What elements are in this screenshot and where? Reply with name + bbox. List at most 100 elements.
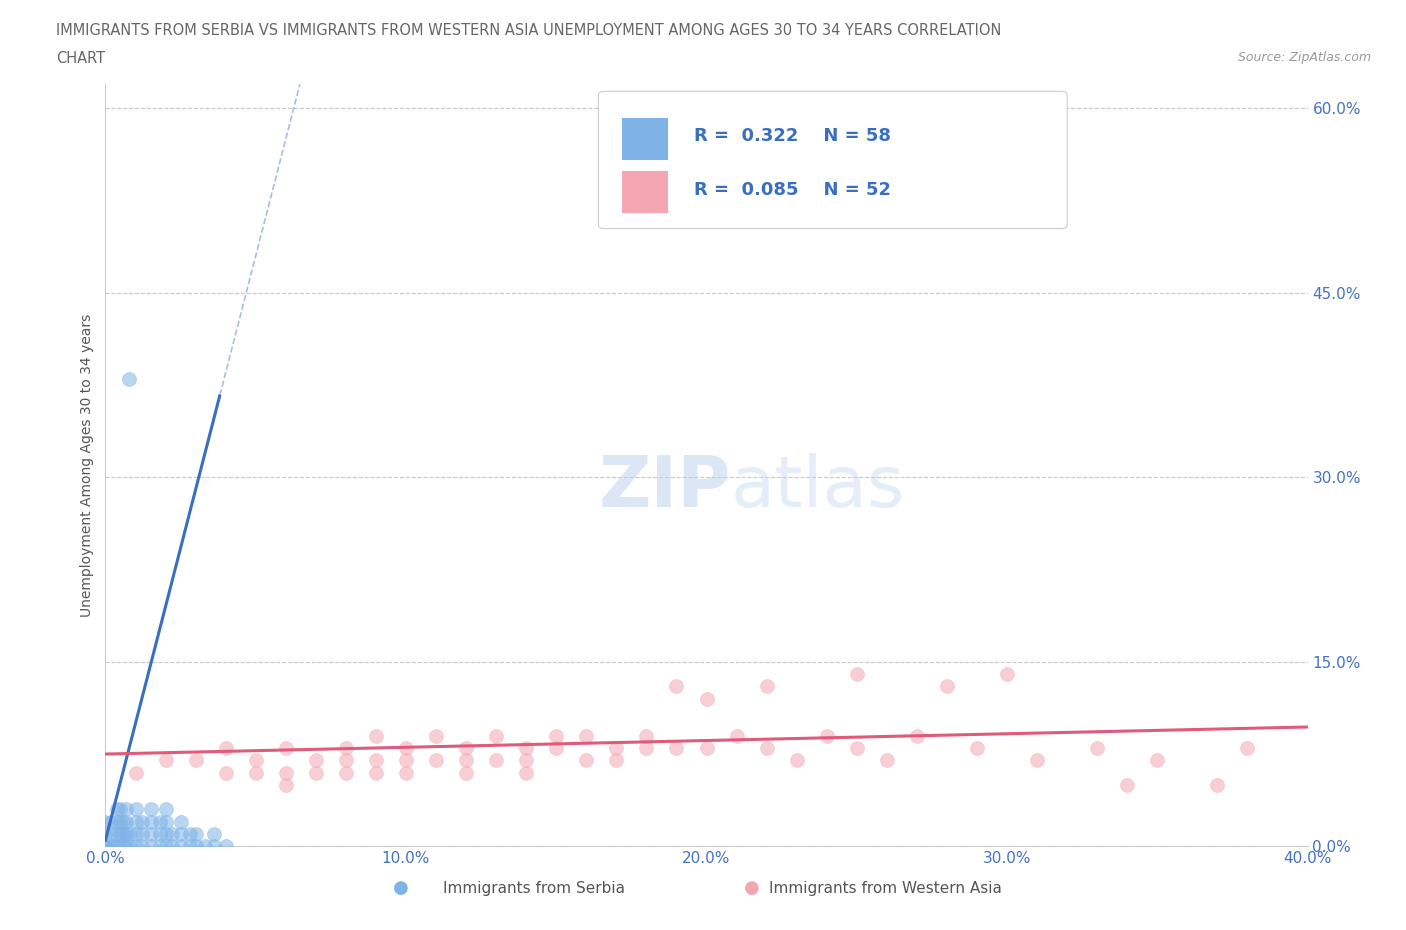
Point: [364, 728, 387, 743]
Point: [966, 740, 988, 755]
Point: [1085, 740, 1108, 755]
Point: [124, 815, 146, 830]
Point: [214, 740, 236, 755]
Point: [1116, 777, 1139, 792]
Point: [696, 691, 718, 706]
Point: [169, 839, 191, 854]
Point: [214, 839, 236, 854]
Point: [515, 740, 537, 755]
Text: Immigrants from Serbia: Immigrants from Serbia: [443, 881, 626, 896]
Point: [94, 839, 117, 854]
Point: [124, 839, 146, 854]
Point: [139, 839, 162, 854]
Point: [112, 839, 135, 854]
Point: [184, 827, 207, 842]
Point: [94, 827, 117, 842]
Point: [665, 740, 688, 755]
Point: [454, 752, 477, 767]
Point: [110, 815, 132, 830]
Point: [118, 827, 141, 842]
Point: [546, 740, 568, 755]
Text: Source: ZipAtlas.com: Source: ZipAtlas.com: [1237, 51, 1371, 64]
Point: [575, 728, 598, 743]
Point: [118, 839, 141, 854]
Point: [636, 740, 658, 755]
Point: [845, 667, 868, 682]
Point: [179, 827, 201, 842]
Point: [107, 802, 129, 817]
Point: [364, 752, 387, 767]
Point: [636, 728, 658, 743]
Point: [665, 679, 688, 694]
Point: [184, 839, 207, 854]
Point: [546, 728, 568, 743]
Point: [155, 752, 177, 767]
Point: [110, 802, 132, 817]
Point: [786, 752, 808, 767]
Point: [94, 839, 117, 854]
Point: [139, 815, 162, 830]
Point: [179, 839, 201, 854]
Point: [202, 827, 225, 842]
Point: [1206, 777, 1229, 792]
Point: [485, 752, 508, 767]
Point: [110, 827, 132, 842]
Text: R =  0.322    N = 58: R = 0.322 N = 58: [695, 127, 891, 145]
Point: [110, 839, 132, 854]
Point: [148, 827, 170, 842]
Point: [124, 827, 146, 842]
Point: [725, 728, 748, 743]
Point: [214, 765, 236, 780]
Point: [131, 827, 153, 842]
Text: ●: ●: [744, 879, 761, 897]
Point: [169, 827, 191, 842]
Point: [124, 802, 146, 817]
Point: [815, 728, 838, 743]
Point: [485, 728, 508, 743]
Point: [100, 827, 122, 842]
Point: [155, 802, 177, 817]
Point: [94, 839, 117, 854]
Point: [905, 728, 928, 743]
Point: [335, 765, 357, 780]
Point: [876, 752, 898, 767]
Point: [112, 815, 135, 830]
Point: [169, 815, 191, 830]
Point: [115, 815, 138, 830]
Point: [936, 679, 959, 694]
Point: [194, 839, 217, 854]
Point: [124, 765, 146, 780]
Point: [155, 827, 177, 842]
Point: [202, 839, 225, 854]
Point: [107, 815, 129, 830]
Point: [305, 765, 328, 780]
Point: [605, 740, 627, 755]
Point: [454, 740, 477, 755]
Point: [305, 752, 328, 767]
Point: [245, 765, 267, 780]
Point: [274, 777, 297, 792]
Point: [364, 765, 387, 780]
Point: [100, 815, 122, 830]
Point: [605, 752, 627, 767]
Point: [115, 802, 138, 817]
Point: [575, 752, 598, 767]
Point: [131, 839, 153, 854]
Point: [425, 752, 447, 767]
FancyBboxPatch shape: [623, 118, 668, 160]
Point: [160, 839, 183, 854]
Text: ●: ●: [392, 879, 409, 897]
Point: [118, 371, 141, 386]
Point: [139, 802, 162, 817]
Text: ZIP: ZIP: [599, 454, 731, 523]
Point: [94, 815, 117, 830]
Point: [515, 765, 537, 780]
Text: IMMIGRANTS FROM SERBIA VS IMMIGRANTS FROM WESTERN ASIA UNEMPLOYMENT AMONG AGES 3: IMMIGRANTS FROM SERBIA VS IMMIGRANTS FRO…: [56, 23, 1001, 38]
FancyBboxPatch shape: [599, 91, 1067, 229]
Point: [1236, 740, 1258, 755]
Text: CHART: CHART: [56, 51, 105, 66]
Point: [115, 827, 138, 842]
Point: [425, 728, 447, 743]
Point: [335, 740, 357, 755]
Point: [139, 827, 162, 842]
